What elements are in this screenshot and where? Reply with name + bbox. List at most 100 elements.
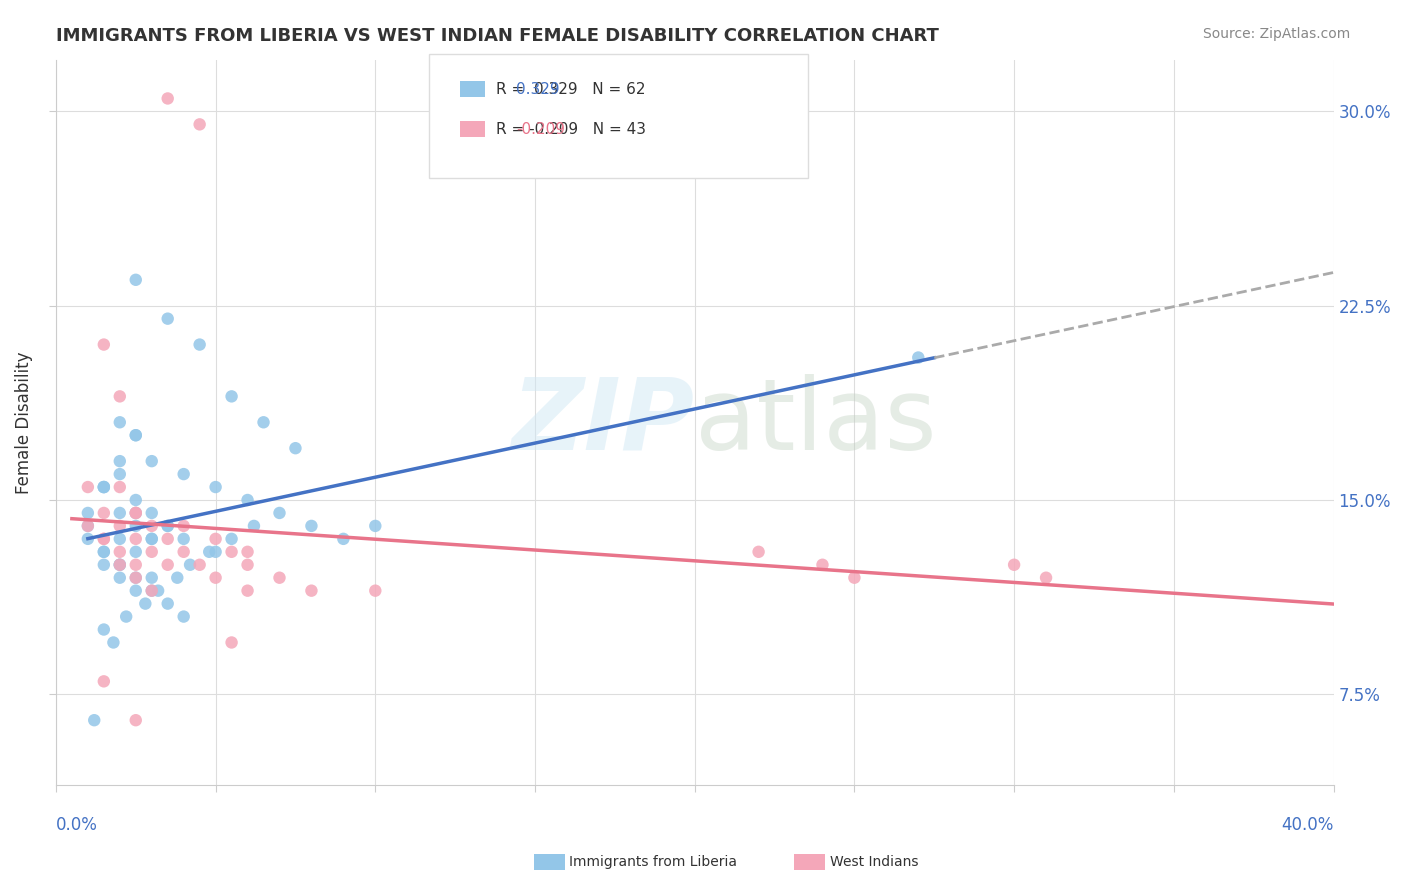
Point [125,713,148,727]
Point [93,545,115,559]
Point [141,506,163,520]
Point [221,389,243,403]
Text: IMMIGRANTS FROM LIBERIA VS WEST INDIAN FEMALE DISABILITY CORRELATION CHART: IMMIGRANTS FROM LIBERIA VS WEST INDIAN F… [56,27,939,45]
Point [108,454,131,468]
Point [108,480,131,494]
Point [93,674,115,689]
Point [141,519,163,533]
Point [236,558,259,572]
Point [125,545,148,559]
Point [811,558,834,572]
Point [93,558,115,572]
Point [1002,558,1025,572]
Text: Source: ZipAtlas.com: Source: ZipAtlas.com [1202,27,1350,41]
Point [108,467,131,481]
Point [301,583,323,598]
Point [76,519,98,533]
Point [156,597,179,611]
Point [204,532,226,546]
Point [204,545,226,559]
Point [93,337,115,351]
Point [103,635,125,649]
Text: R = -0.209   N = 43: R = -0.209 N = 43 [496,122,647,136]
Point [269,571,291,585]
Point [156,532,179,546]
Point [125,506,148,520]
Point [236,493,259,508]
Point [844,571,866,585]
Point [93,480,115,494]
Point [108,506,131,520]
Point [93,545,115,559]
Point [125,558,148,572]
Point [93,532,115,546]
Point [108,519,131,533]
Point [141,532,163,546]
Point [125,428,148,442]
Point [156,519,179,533]
Point [125,532,148,546]
Point [188,558,211,572]
Point [301,519,323,533]
Point [1035,571,1057,585]
Point [173,545,195,559]
Point [252,415,274,429]
Point [93,532,115,546]
Point [748,545,770,559]
Text: ZIP: ZIP [512,374,695,471]
Point [204,480,226,494]
Point [188,117,211,131]
Point [146,583,169,598]
Point [204,571,226,585]
Point [93,480,115,494]
Point [125,583,148,598]
Point [108,571,131,585]
Point [141,571,163,585]
Text: Immigrants from Liberia: Immigrants from Liberia [569,855,737,869]
Text: -0.209: -0.209 [516,122,565,136]
Point [166,571,188,585]
Point [125,428,148,442]
Point [221,635,243,649]
Point [156,519,179,533]
Point [108,389,131,403]
Text: West Indians: West Indians [830,855,918,869]
Point [76,532,98,546]
Point [125,506,148,520]
Point [364,583,387,598]
Point [269,506,291,520]
Point [141,583,163,598]
Point [93,623,115,637]
Point [179,558,201,572]
Point [198,545,221,559]
Point [108,545,131,559]
Point [173,467,195,481]
Point [173,519,195,533]
Text: 0.0%: 0.0% [56,816,98,834]
Point [173,609,195,624]
Text: 40.0%: 40.0% [1281,816,1333,834]
Point [141,454,163,468]
Point [125,571,148,585]
Point [108,558,131,572]
Point [115,609,138,624]
Point [108,558,131,572]
Point [125,506,148,520]
Point [236,545,259,559]
Point [125,273,148,287]
Point [907,351,929,365]
Point [156,91,179,105]
Point [93,480,115,494]
Point [141,532,163,546]
Point [173,532,195,546]
Point [156,558,179,572]
Point [284,441,307,455]
Point [188,337,211,351]
Point [364,519,387,533]
Point [76,480,98,494]
Point [125,571,148,585]
Point [76,506,98,520]
Point [221,532,243,546]
Point [108,532,131,546]
Y-axis label: Female Disability: Female Disability [15,351,32,493]
